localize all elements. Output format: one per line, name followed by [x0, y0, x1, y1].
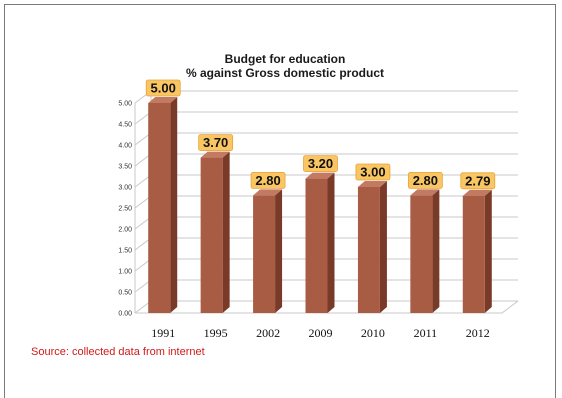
data-label: 3.70 [203, 135, 228, 150]
data-label-box [250, 171, 286, 189]
chart-subtitle: % against Gross domestic product [185, 66, 385, 80]
data-label: 2.80 [413, 173, 438, 188]
bar-side [170, 97, 178, 313]
data-label: 2.80 [255, 173, 280, 188]
bar [200, 157, 223, 313]
y-tick-label: 2.50 [118, 206, 132, 213]
bar-side [222, 151, 230, 313]
data-label-box [355, 163, 391, 181]
bar-side [327, 172, 335, 313]
bar-side [379, 181, 387, 313]
bar-side [484, 189, 492, 313]
bar-top [253, 189, 283, 196]
source-note: Source: collected data from internet [31, 346, 205, 358]
y-tick-label: 3.50 [118, 164, 132, 171]
x-tick-label: 2009 [309, 326, 333, 340]
bar-top [357, 181, 387, 187]
y-tick-label: 0.50 [118, 290, 132, 297]
y-tick-label: 1.00 [118, 269, 132, 276]
data-label: 3.20 [308, 156, 333, 171]
bar-top [148, 97, 178, 103]
y-tick-label: 2.00 [118, 227, 132, 234]
x-tick-label: 2010 [361, 326, 385, 340]
x-tick-label: 2002 [256, 326, 280, 340]
x-tick-label: 2012 [466, 326, 490, 340]
bar [410, 195, 433, 313]
data-label: 3.00 [360, 165, 385, 180]
bar-top [305, 172, 335, 179]
y-tick-label: 4.00 [118, 143, 132, 150]
data-label: 5.00 [151, 81, 176, 96]
data-label-box [460, 172, 496, 190]
bar [148, 103, 171, 313]
bar-top [200, 151, 230, 158]
data-label: 2.79 [465, 173, 490, 188]
y-tick-label: 0.00 [118, 311, 132, 318]
chart-title: Budget for education [224, 52, 346, 66]
data-label-box [303, 155, 338, 173]
x-tick-label: 2011 [414, 326, 438, 340]
data-label-box [145, 79, 181, 97]
y-tick-label: 5.00 [118, 101, 132, 108]
bar [253, 195, 276, 313]
x-tick-label: 1995 [204, 326, 228, 340]
y-tick-label: 1.50 [118, 248, 132, 255]
y-tick-label: 3.00 [118, 185, 132, 192]
bar [305, 178, 328, 313]
bar-top [410, 189, 440, 196]
bar-top [462, 189, 492, 196]
bar [462, 195, 485, 313]
bar-side [275, 189, 283, 313]
x-tick-label: 1991 [151, 326, 175, 340]
y-tick-label: 4.50 [118, 122, 132, 129]
data-label-box [407, 171, 443, 189]
bar [357, 187, 380, 313]
bar-side [432, 189, 440, 313]
data-label-box [198, 134, 234, 152]
